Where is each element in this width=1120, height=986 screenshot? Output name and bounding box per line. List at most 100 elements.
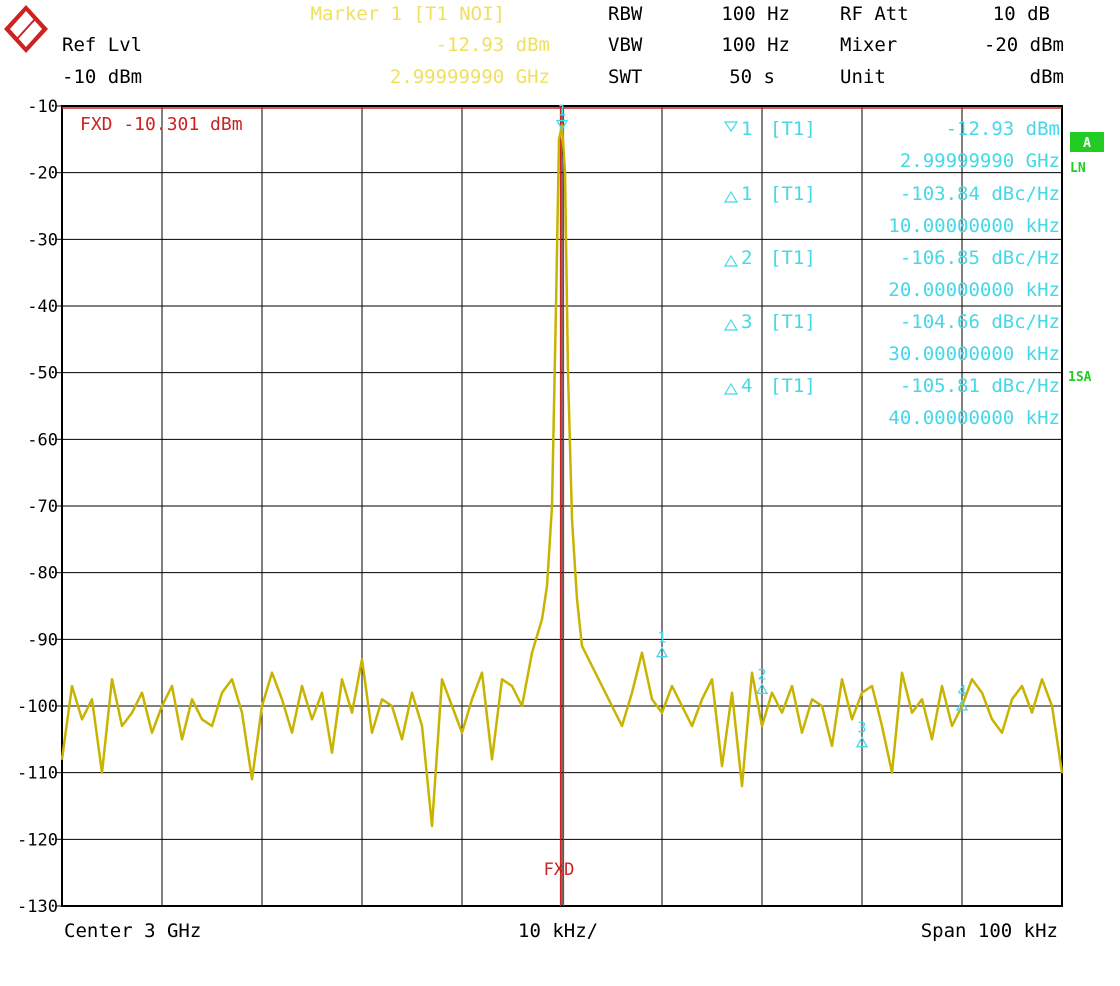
table-marker-frequency: 30.00000000 kHz <box>888 343 1060 365</box>
table-marker-trace: [T1] <box>770 247 816 269</box>
trace-point <box>331 751 333 754</box>
trace-point <box>111 678 113 681</box>
trace-point <box>941 685 943 687</box>
table-marker-level: -106.85 dBc/Hz <box>900 247 1060 269</box>
trace-point <box>631 691 633 694</box>
trace-point <box>351 711 353 714</box>
table-marker-trace: [T1] <box>770 311 816 333</box>
trace-point <box>1041 678 1043 681</box>
trace-point <box>271 671 273 674</box>
trace-point <box>431 825 433 827</box>
delta-marker-2-symbol <box>755 682 769 694</box>
trace-point <box>781 711 783 714</box>
trace-point <box>81 718 83 721</box>
y-tick-label: -60 <box>27 430 58 450</box>
y-tick-label: -70 <box>27 497 58 517</box>
trace-point <box>71 685 73 687</box>
y-axis-ticks: -10 -20 -30 -40 -50 -60 -70 -80 -90 -100 -110 -120 -… <box>17 97 62 917</box>
trace-point <box>911 711 913 714</box>
swt-label: SWT <box>608 66 642 88</box>
trace-point <box>361 658 363 661</box>
table-marker-trace: [T1] <box>770 183 816 205</box>
trace-point <box>441 678 443 681</box>
trace-point <box>511 685 513 687</box>
trace-point <box>771 691 773 694</box>
trace-point <box>701 698 703 701</box>
trace-point <box>546 585 548 587</box>
marker-d1-label: 1 <box>657 629 666 647</box>
trace-point <box>421 725 423 727</box>
trace-point <box>1021 685 1023 687</box>
trace-point <box>881 725 883 727</box>
mixer-value: -20 dBm <box>984 34 1064 56</box>
trace-point <box>451 705 453 707</box>
trace-point <box>1061 771 1063 774</box>
trace-point <box>561 124 563 127</box>
ln-label: LN <box>1070 161 1086 176</box>
trace-point <box>341 678 343 681</box>
fxd-line-label: FXD <box>544 860 575 880</box>
marker-level: -12.93 dBm <box>436 34 550 56</box>
plot-grid <box>61 105 1063 907</box>
trace-point <box>261 705 263 707</box>
footer-center-freq: Center 3 GHz <box>64 920 201 942</box>
trace-point <box>531 651 533 654</box>
y-tick-label: -90 <box>27 630 58 650</box>
vbw-label: VBW <box>608 34 643 56</box>
trace-point <box>231 678 233 681</box>
table-marker-id: 2 <box>741 247 752 269</box>
swt-value: 50 s <box>729 66 775 88</box>
trace-point <box>221 691 223 694</box>
footer-span-per-div: 10 kHz/ <box>518 920 598 942</box>
delta-marker-1-symbol <box>655 646 669 658</box>
marker-title: Marker 1 [T1 NOI] <box>311 3 505 25</box>
marker-table: 1 [T1] -12.93 dBm 2.99999990 GHz 1 [T1] -103.8… <box>723 118 1060 429</box>
trace-point <box>651 698 653 701</box>
marker-d2-label: 2 <box>757 665 766 683</box>
trace-point <box>481 671 483 674</box>
rf-att-value: 10 dB <box>993 3 1050 25</box>
trace-point <box>761 725 763 727</box>
table-marker-id: 1 <box>741 183 752 205</box>
trace-point <box>991 718 993 721</box>
trace-point <box>471 698 473 701</box>
trace-point <box>741 785 743 787</box>
trace-point <box>791 685 793 687</box>
trace-point <box>391 705 393 707</box>
trace-point <box>751 671 753 674</box>
trace-point <box>871 685 873 687</box>
marker-1-label: 1 <box>557 102 566 120</box>
table-marker-id: 1 <box>741 118 752 140</box>
rbw-value: 100 Hz <box>721 3 790 25</box>
table-delta-symbol <box>723 318 739 331</box>
table-marker-frequency: 2.99999990 GHz <box>900 150 1060 172</box>
footer-span: Span 100 kHz <box>921 920 1058 942</box>
trace-point <box>611 705 613 707</box>
trace-point <box>576 598 578 601</box>
trace-point <box>251 778 253 781</box>
trace-point <box>1011 698 1013 701</box>
rohde-schwarz-logo <box>4 5 48 53</box>
trace-point <box>101 771 103 774</box>
trace-point <box>831 745 833 747</box>
trace-point <box>691 725 693 727</box>
trace-point <box>564 171 566 174</box>
rbw-label: RBW <box>608 3 643 25</box>
table-marker-trace: [T1] <box>770 375 816 397</box>
trace-point <box>311 718 313 721</box>
sa-label: 1SA <box>1068 370 1092 385</box>
trace-point <box>811 698 813 701</box>
trace-point <box>891 771 893 774</box>
trace-point <box>91 698 93 701</box>
marker-d4-label: 4 <box>957 682 966 700</box>
y-tick-label: -10 <box>27 97 58 117</box>
table-marker-frequency: 40.00000000 kHz <box>888 407 1060 429</box>
trace-point <box>281 698 283 701</box>
table-marker-level: -105.81 dBc/Hz <box>900 375 1060 397</box>
trace-point <box>551 505 553 507</box>
trace-point <box>401 738 403 741</box>
vbw-value: 100 Hz <box>721 34 790 56</box>
trace-a-badge[interactable] <box>1070 132 1104 152</box>
y-tick-label: -20 <box>27 164 58 184</box>
trace-point <box>131 711 133 714</box>
